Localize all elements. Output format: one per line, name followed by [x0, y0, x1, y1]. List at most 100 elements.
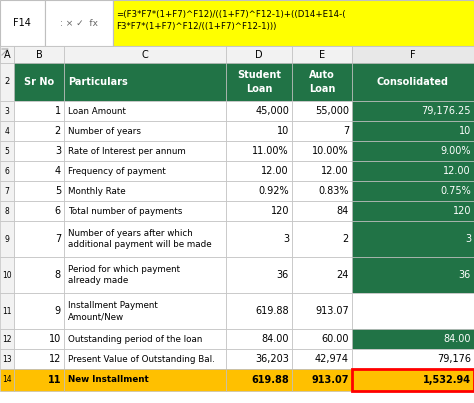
Text: 120: 120 [453, 206, 471, 216]
Bar [226, 161, 292, 181]
Bar [352, 257, 474, 293]
Text: 79,176: 79,176 [437, 354, 471, 364]
Bar [0, 101, 14, 121]
Text: 84.00: 84.00 [262, 334, 289, 344]
Bar [292, 349, 352, 369]
Bar [64, 46, 226, 63]
Bar [0, 329, 14, 349]
Text: 36,203: 36,203 [255, 354, 289, 364]
Text: A: A [4, 50, 10, 60]
Bar [226, 329, 292, 349]
Bar [0, 181, 14, 201]
Text: 7: 7 [55, 234, 61, 244]
Bar [64, 101, 226, 121]
Text: Auto
Loan: Auto Loan [309, 71, 335, 93]
Bar [0, 221, 14, 257]
Text: 42,974: 42,974 [315, 354, 349, 364]
Text: 6: 6 [55, 206, 61, 216]
Text: 913.07: 913.07 [315, 306, 349, 316]
Text: Installment Payment
Amount/New: Installment Payment Amount/New [68, 301, 158, 321]
Text: 10: 10 [277, 126, 289, 136]
Bar [0, 257, 14, 293]
Bar [292, 293, 352, 329]
Text: 7: 7 [5, 187, 9, 195]
Bar [64, 329, 226, 349]
Bar [352, 369, 474, 391]
Text: E: E [319, 50, 325, 60]
Bar [226, 63, 292, 101]
Bar [226, 293, 292, 329]
Bar [0, 161, 14, 181]
Bar [64, 63, 226, 101]
Bar [14, 141, 64, 161]
Text: 2: 2 [55, 126, 61, 136]
Text: Period for which payment
already made: Period for which payment already made [68, 265, 180, 285]
Text: B: B [36, 50, 42, 60]
Text: 619.88: 619.88 [251, 375, 289, 385]
Bar [113, 0, 474, 46]
Text: 10.00%: 10.00% [312, 146, 349, 156]
Text: 619.88: 619.88 [255, 306, 289, 316]
Text: 12.00: 12.00 [443, 166, 471, 176]
Text: 1,532.94: 1,532.94 [423, 375, 471, 385]
Text: 6: 6 [5, 166, 9, 175]
Bar [292, 221, 352, 257]
Bar [292, 121, 352, 141]
Bar [226, 101, 292, 121]
Bar [64, 161, 226, 181]
Bar [226, 369, 292, 391]
Text: =(F3*F7*(1+F7)^F12)/((1+F7)^F12-1)+((D14+E14-(
F3*F7*(1+F7)^F12/((1+F7)^F12-1))): =(F3*F7*(1+F7)^F12)/((1+F7)^F12-1)+((D14… [116, 10, 346, 31]
Text: 0.75%: 0.75% [440, 186, 471, 196]
Text: 13: 13 [2, 355, 12, 364]
Text: C: C [142, 50, 148, 60]
Text: : × ✓  fx: : × ✓ fx [60, 19, 98, 27]
Text: 8: 8 [5, 206, 9, 216]
Text: Number of years after which
additional payment will be made: Number of years after which additional p… [68, 229, 211, 249]
Bar [352, 221, 474, 257]
Bar [352, 141, 474, 161]
Text: Particulars: Particulars [68, 77, 128, 87]
Text: 8: 8 [55, 270, 61, 280]
Bar [64, 257, 226, 293]
Text: 120: 120 [271, 206, 289, 216]
Bar [14, 121, 64, 141]
Text: 60.00: 60.00 [321, 334, 349, 344]
Text: Frequency of payment: Frequency of payment [68, 166, 166, 175]
Text: Present Value of Outstanding Bal.: Present Value of Outstanding Bal. [68, 355, 215, 364]
Text: 9.00%: 9.00% [440, 146, 471, 156]
Text: F14: F14 [13, 18, 31, 28]
Text: 3: 3 [283, 234, 289, 244]
Text: 84.00: 84.00 [444, 334, 471, 344]
Bar [352, 63, 474, 101]
Text: 79,176.25: 79,176.25 [421, 106, 471, 116]
Bar [292, 141, 352, 161]
Bar [226, 201, 292, 221]
Text: Outstanding period of the loan: Outstanding period of the loan [68, 334, 202, 343]
Bar [352, 329, 474, 349]
Text: 9: 9 [5, 235, 9, 243]
Bar [45, 0, 113, 46]
Text: 12: 12 [2, 334, 12, 343]
Text: 913.07: 913.07 [311, 375, 349, 385]
Bar [292, 63, 352, 101]
Text: 5: 5 [5, 147, 9, 156]
Bar [64, 121, 226, 141]
Text: 4: 4 [55, 166, 61, 176]
Bar [14, 369, 64, 391]
Bar [64, 221, 226, 257]
Bar [14, 46, 64, 63]
Text: 1: 1 [55, 106, 61, 116]
Text: 10: 10 [49, 334, 61, 344]
Text: 3: 3 [5, 106, 9, 116]
Bar [64, 181, 226, 201]
Bar [292, 46, 352, 63]
Bar [226, 141, 292, 161]
Text: 24: 24 [337, 270, 349, 280]
Bar [14, 257, 64, 293]
Bar [64, 349, 226, 369]
Bar [352, 201, 474, 221]
Bar [352, 121, 474, 141]
Text: 3: 3 [465, 234, 471, 244]
Text: Sr No: Sr No [24, 77, 54, 87]
Bar [226, 257, 292, 293]
